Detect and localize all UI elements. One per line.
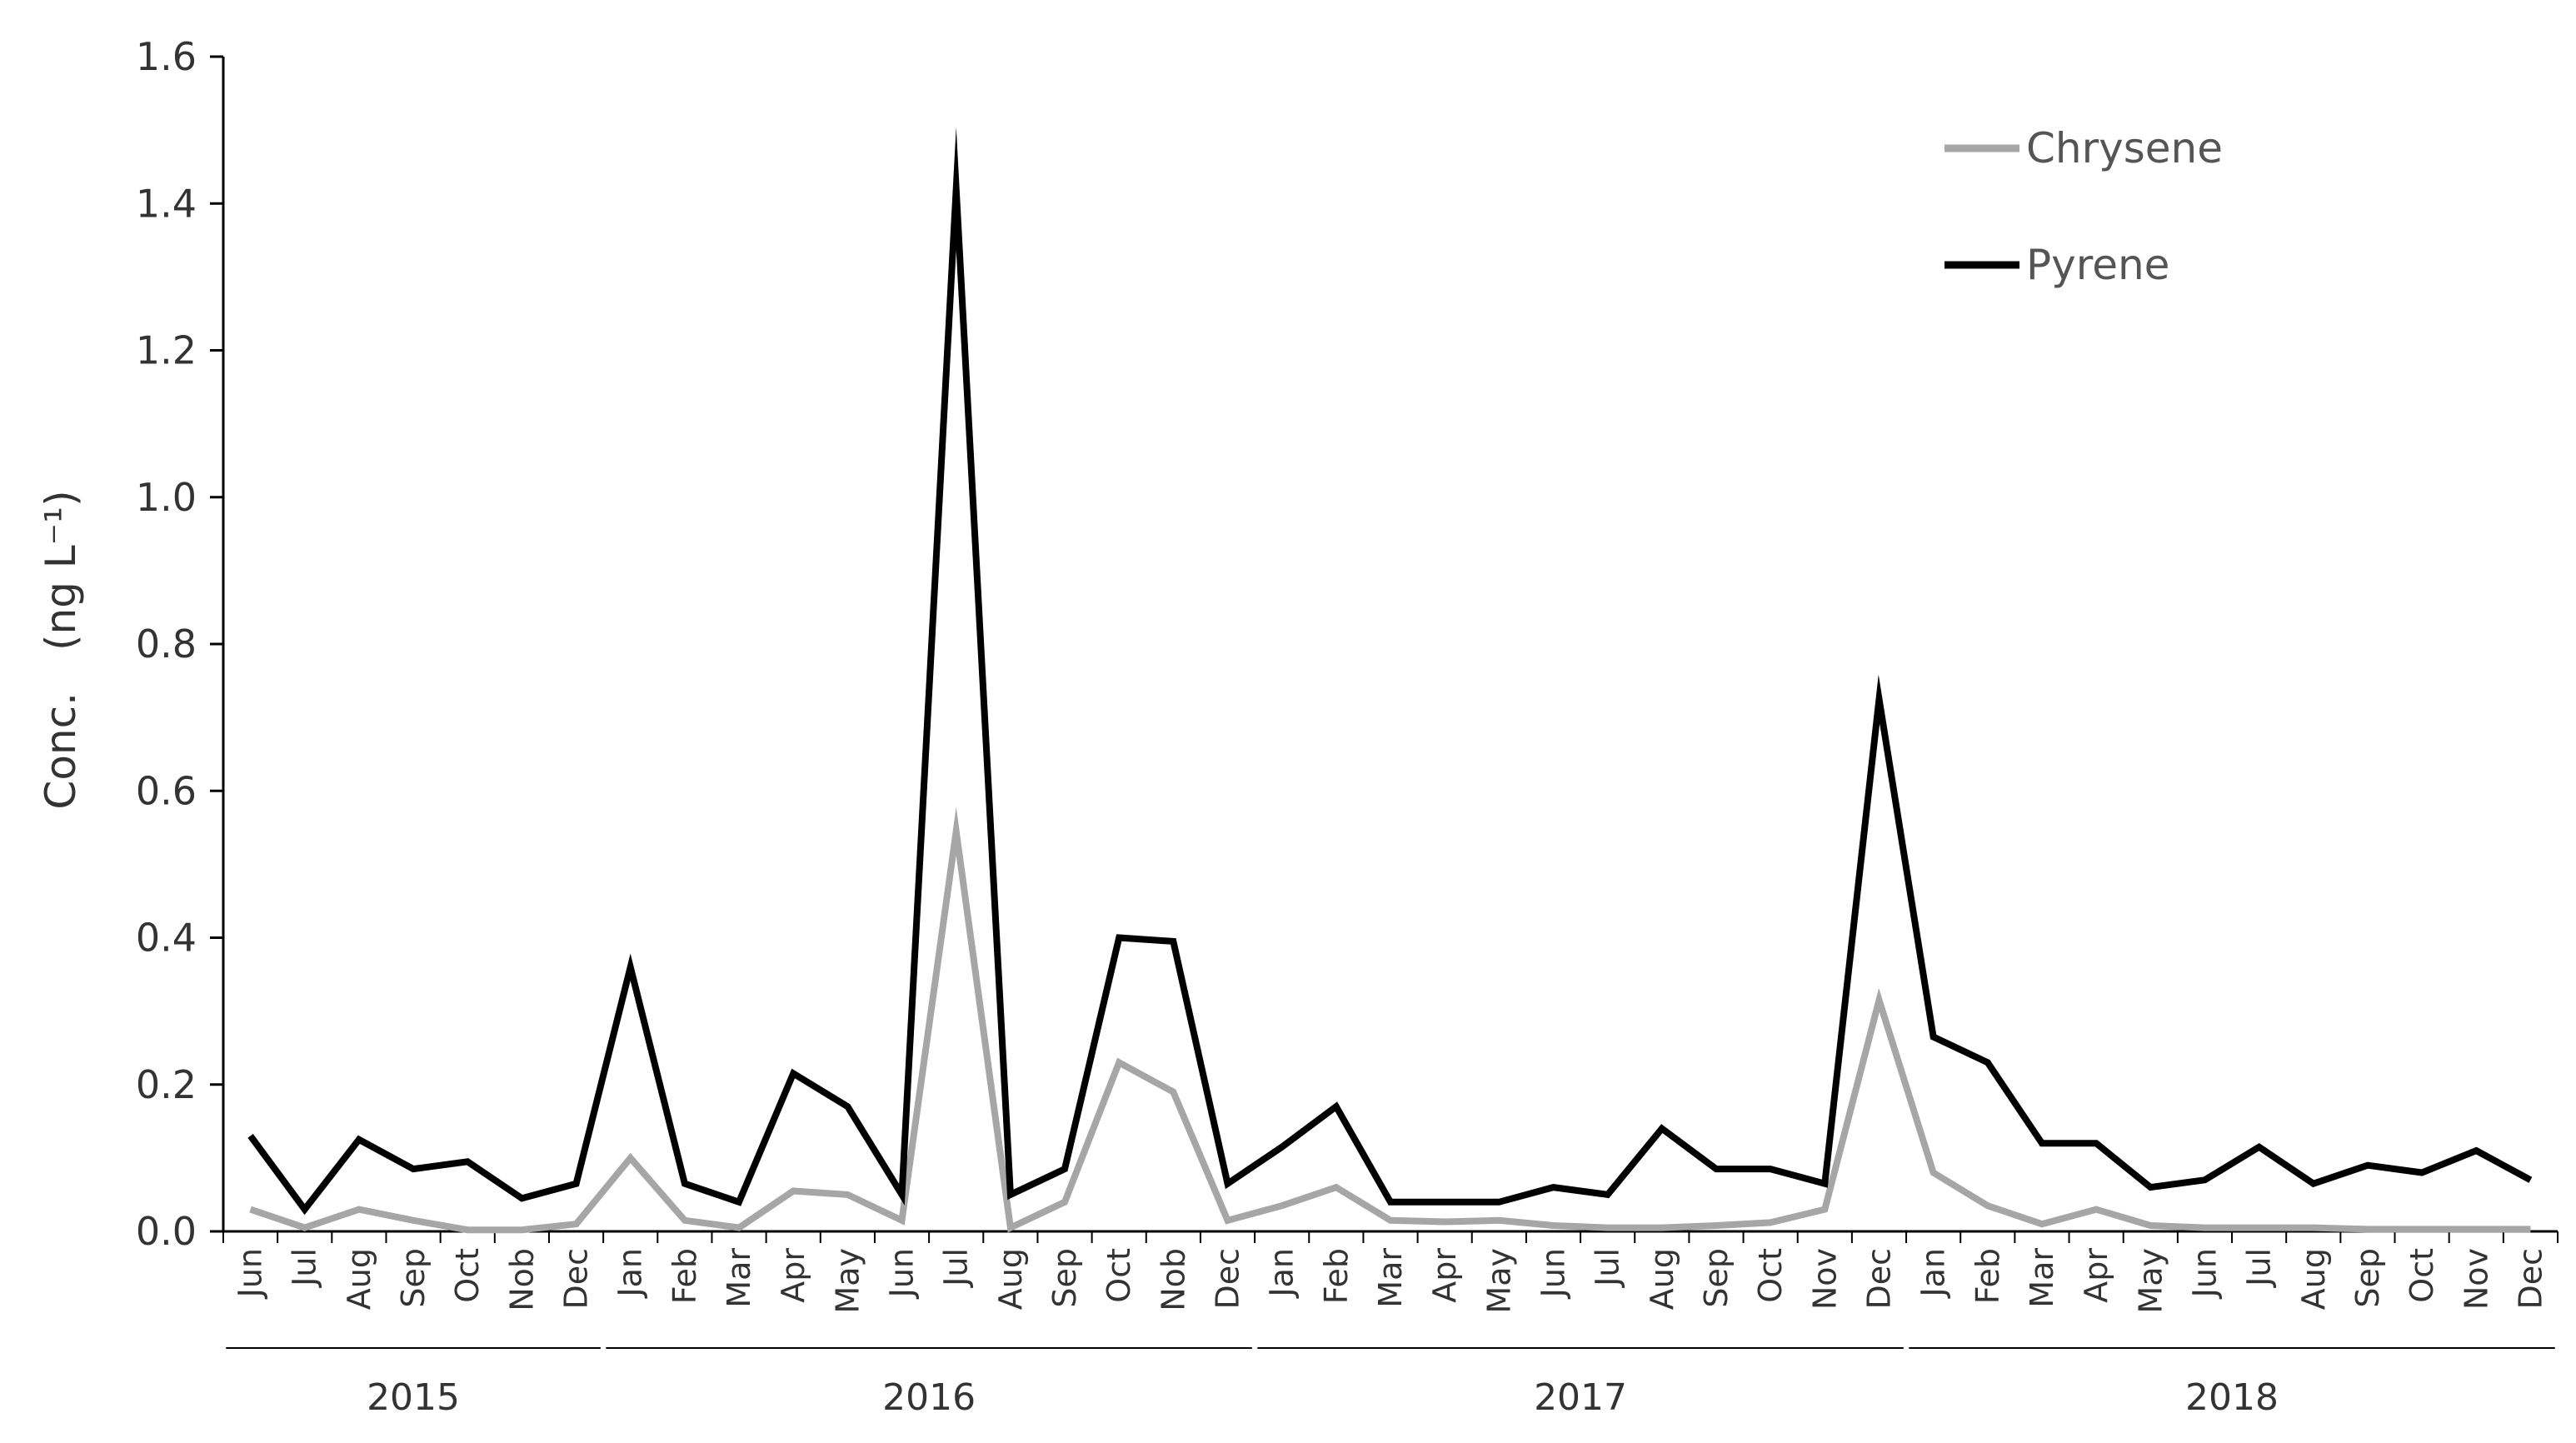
x-tick-label: Mar xyxy=(721,1248,757,1308)
x-tick-label: Oct xyxy=(2404,1248,2440,1303)
x-tick-label: Feb xyxy=(666,1248,703,1304)
x-tick-label: Aug xyxy=(1644,1248,1680,1310)
year-group-label: 2016 xyxy=(882,1376,976,1419)
x-tick-label: Jan xyxy=(1915,1248,1952,1299)
year-group-label: 2018 xyxy=(2185,1376,2279,1419)
x-tick-label: Jun xyxy=(232,1248,269,1299)
x-tick-label: Sep xyxy=(2349,1248,2386,1308)
x-tick-label: Jan xyxy=(1264,1248,1300,1299)
x-tick-label: Apr xyxy=(1426,1248,1463,1303)
x-tick-label: Oct xyxy=(1752,1248,1789,1303)
x-tick-label: Sep xyxy=(1698,1248,1735,1308)
x-tick-label: Jan xyxy=(612,1248,649,1299)
x-tick-label: Jul xyxy=(287,1248,323,1288)
y-tick-label: 0.8 xyxy=(136,622,197,667)
x-tick-label: Jun xyxy=(2186,1248,2223,1299)
x-tick-label: Dec xyxy=(558,1248,595,1310)
x-tick-label: Apr xyxy=(2078,1248,2114,1303)
series-line-chrysene xyxy=(249,806,2531,1234)
y-tick-label: 1.2 xyxy=(136,328,197,373)
x-tick-label: Nob xyxy=(503,1248,540,1311)
x-tick-label: Feb xyxy=(1969,1248,2006,1304)
y-ticks: 0.0 0.2 0.4 0.6 0.8 1.0 1.2 1.4 1.6 xyxy=(136,34,223,1254)
x-tick-label: Jul xyxy=(938,1248,975,1288)
x-tick-label: Feb xyxy=(1318,1248,1355,1304)
y-tick-label: 0.6 xyxy=(136,768,197,813)
x-tick-label: Jul xyxy=(1590,1248,1626,1288)
x-tick-label: Oct xyxy=(1101,1248,1137,1303)
x-tick-label: Aug xyxy=(341,1248,377,1310)
y-tick-label: 0.4 xyxy=(136,916,197,961)
x-tick-label: Nov xyxy=(2458,1248,2494,1310)
x-tick-label: Apr xyxy=(775,1248,811,1303)
x-ticks: Jun Jul Aug Sep Oct Nob Dec Jan Feb Mar Apr May Jun J… xyxy=(222,1231,2559,1314)
y-tick-label: 0.2 xyxy=(136,1062,197,1107)
x-tick-label: Aug xyxy=(992,1248,1029,1310)
y-tick-label: 1.6 xyxy=(136,34,197,79)
y-axis-title: Conc. (ng L⁻¹) xyxy=(37,490,85,809)
series-line-pyrene xyxy=(247,127,2533,1216)
x-tick-label: May xyxy=(2132,1248,2169,1314)
x-tick-label: Dec xyxy=(1860,1248,1897,1310)
x-tick-label: May xyxy=(829,1248,866,1314)
year-group-label: 2015 xyxy=(367,1376,460,1419)
x-tick-label: Mar xyxy=(1372,1248,1409,1308)
x-tick-label: Mar xyxy=(2024,1248,2060,1308)
legend: Chrysene Pyrene xyxy=(1944,124,2223,289)
x-tick-label: Sep xyxy=(395,1248,432,1308)
x-tick-label: Jun xyxy=(1535,1248,1571,1299)
x-tick-label: Nov xyxy=(1806,1248,1843,1310)
x-tick-label: Nob xyxy=(1155,1248,1191,1311)
x-tick-label: Jul xyxy=(2241,1248,2278,1288)
y-tick-label: 1.4 xyxy=(136,181,197,226)
legend-label-chrysene: Chrysene xyxy=(2026,124,2223,172)
x-tick-label: Aug xyxy=(2295,1248,2332,1310)
legend-label-pyrene: Pyrene xyxy=(2026,241,2169,289)
x-tick-label: Jun xyxy=(884,1248,921,1299)
x-tick-label: Dec xyxy=(2512,1248,2549,1310)
year-group-label: 2017 xyxy=(1534,1376,1627,1419)
y-tick-label: 0.0 xyxy=(136,1209,197,1254)
y-tick-label: 1.0 xyxy=(136,475,197,520)
x-tick-label: Oct xyxy=(449,1248,486,1303)
year-groups: 2015 2016 2017 2018 xyxy=(226,1347,2555,1419)
x-tick-label: Dec xyxy=(1210,1248,1246,1310)
series-lines xyxy=(247,127,2533,1234)
x-tick-label: Sep xyxy=(1046,1248,1083,1308)
x-tick-label: May xyxy=(1480,1248,1517,1314)
